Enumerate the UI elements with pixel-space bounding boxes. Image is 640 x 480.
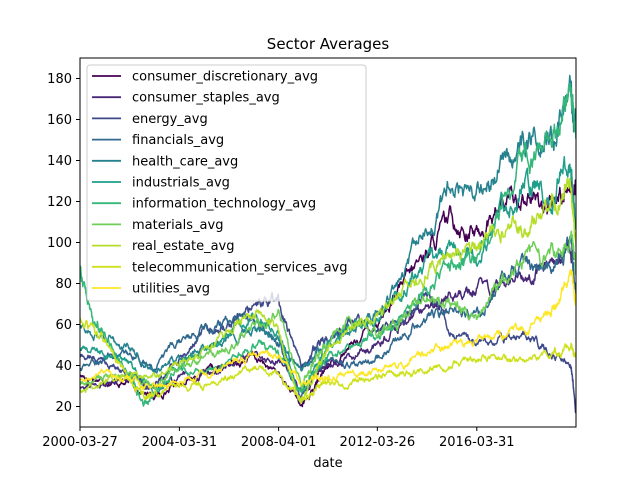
legend-label: telecommunication_services_avg — [132, 260, 348, 275]
legend-label: health_care_avg — [132, 154, 238, 169]
legend-item: utilities_avg — [92, 282, 210, 297]
legend-item: energy_avg — [92, 112, 208, 127]
legend-label: energy_avg — [132, 112, 208, 127]
legend-item: telecommunication_services_avg — [92, 260, 348, 275]
legend-label: materials_avg — [132, 218, 223, 233]
x-axis-label: date — [313, 456, 342, 471]
legend-label: industrials_avg — [132, 176, 230, 191]
legend-item: consumer_staples_avg — [92, 91, 280, 106]
y-tick-label: 40 — [55, 359, 72, 374]
series-line-utilities-avg — [80, 269, 576, 391]
series-layer — [80, 74, 576, 414]
y-tick-label: 80 — [55, 277, 72, 292]
legend: consumer_discretionary_avg consumer_stapl… — [86, 64, 367, 302]
legend-label: information_technology_avg — [132, 197, 316, 212]
x-tick-label: 2004-03-31 — [142, 435, 218, 450]
legend-label: consumer_staples_avg — [132, 91, 280, 106]
x-tick-label: 2008-04-01 — [241, 435, 317, 450]
legend-item: industrials_avg — [92, 176, 230, 191]
y-tick-label: 120 — [47, 195, 72, 210]
legend-label: real_estate_avg — [132, 239, 234, 254]
legend-item: information_technology_avg — [92, 197, 316, 212]
x-tick-label: 2000-03-27 — [42, 435, 118, 450]
series-line-telecommunication-services-avg — [80, 317, 576, 401]
legend-frame — [86, 64, 367, 302]
x-tick-label: 2016-03-31 — [439, 435, 515, 450]
legend-item: health_care_avg — [92, 154, 238, 169]
series-line-real-estate-avg — [80, 177, 576, 404]
legend-item: real_estate_avg — [92, 239, 234, 254]
legend-item: financials_avg — [92, 133, 224, 148]
x-tick-label: 2012-03-26 — [340, 435, 416, 450]
y-tick-label: 140 — [47, 154, 72, 169]
y-tick-label: 180 — [47, 72, 72, 87]
chart-title: Sector Averages — [267, 35, 390, 53]
y-tick-label: 100 — [47, 236, 72, 251]
x-axis: 2000-03-27 2004-03-31 2008-04-01 2012-03-26… — [42, 427, 515, 450]
legend-label: financials_avg — [132, 133, 224, 148]
legend-item: materials_avg — [92, 218, 223, 233]
y-tick-label: 20 — [55, 400, 72, 415]
legend-label: consumer_discretionary_avg — [132, 70, 318, 85]
legend-label: utilities_avg — [132, 282, 210, 297]
y-axis: 20 40 60 80 100 120 140 160 180 — [47, 72, 80, 415]
plot-area — [79, 57, 577, 428]
y-tick-label: 60 — [55, 318, 72, 333]
legend-items: consumer_discretionary_avg consumer_stapl… — [92, 70, 348, 297]
legend-item: consumer_discretionary_avg — [92, 70, 318, 85]
y-tick-label: 160 — [47, 113, 72, 128]
